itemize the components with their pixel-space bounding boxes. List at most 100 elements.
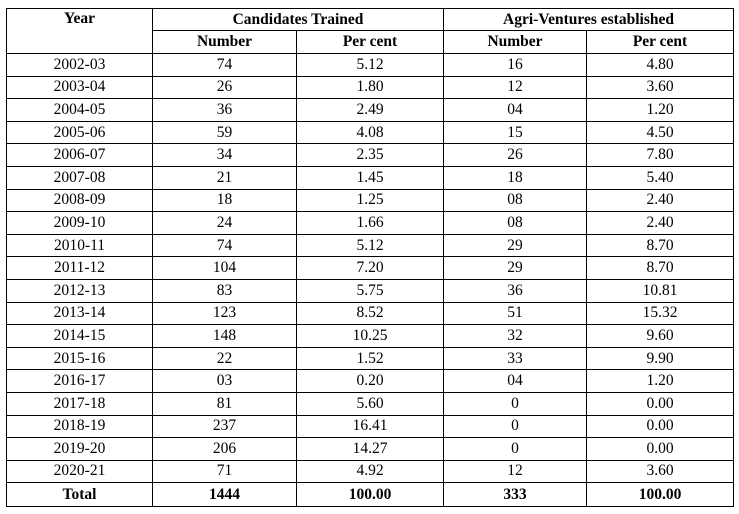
table-row: 2012-13 83 5.75 36 10.81	[6, 278, 735, 303]
year-cell: 2004-05	[6, 98, 153, 122]
year-cell: 2006-07	[6, 143, 153, 167]
year-header: Year	[6, 8, 153, 54]
table-row: 2002-03 74 5.12 16 4.80	[6, 53, 735, 77]
ct-number-cell: 83	[152, 278, 297, 303]
av-number-cell: 04	[443, 369, 587, 393]
table-row: 2007-08 21 1.45 18 5.40	[6, 165, 735, 190]
ct-percent-cell: 7.20	[296, 256, 444, 280]
table-row: 2019-20 206 14.27 0 0.00	[6, 437, 735, 461]
table-footer: Total 1444 100.00 333 100.00	[6, 482, 735, 508]
ct-percent-cell: 0.20	[296, 369, 444, 393]
table-row: 2015-16 22 1.52 33 9.90	[6, 346, 735, 371]
total-label: Total	[6, 482, 153, 508]
ct-percent-cell: 1.66	[296, 211, 444, 235]
year-cell: 2003-04	[6, 75, 153, 100]
year-cell: 2002-03	[6, 53, 153, 77]
ct-number-cell: 74	[152, 53, 297, 77]
ct-percent-cell: 10.25	[296, 324, 444, 348]
av-number-header: Number	[443, 30, 587, 54]
ct-number-cell: 03	[152, 369, 297, 393]
year-cell: 2012-13	[6, 278, 153, 303]
av-number-cell: 18	[443, 165, 587, 190]
year-cell: 2016-17	[6, 369, 153, 393]
year-cell: 2020-21	[6, 459, 153, 484]
av-percent-cell: 15.32	[585, 301, 735, 326]
total-av-number: 333	[443, 482, 587, 508]
ct-number-header: Number	[152, 30, 297, 54]
ct-number-cell: 123	[152, 301, 297, 326]
header-row-sub: Number Per cent Number Per cent	[7, 30, 735, 54]
ct-percent-cell: 1.80	[296, 75, 444, 100]
av-number-cell: 33	[443, 346, 587, 371]
table-row: 2018-19 237 16.41 0 0.00	[6, 414, 735, 439]
agri-clinics-table: Year Candidates Trained Agri-Ventures es…	[6, 8, 735, 508]
av-percent-cell: 10.81	[585, 278, 735, 303]
av-percent-cell: 3.60	[585, 75, 735, 100]
av-percent-cell: 3.60	[585, 459, 735, 484]
table-row: 2010-11 74 5.12 29 8.70	[6, 233, 735, 258]
ct-number-cell: 237	[152, 414, 297, 439]
year-cell: 2018-19	[6, 414, 153, 439]
ct-number-cell: 104	[152, 256, 297, 280]
ct-percent-header: Per cent	[296, 30, 444, 54]
year-cell: 2008-09	[6, 188, 153, 213]
ct-number-cell: 36	[152, 98, 297, 122]
table-row: 2013-14 123 8.52 51 15.32	[6, 301, 735, 326]
ct-percent-cell: 8.52	[296, 301, 444, 326]
table-body: 2002-03 74 5.12 16 4.80 2003-04 26 1.80 12 3.60 20…	[6, 53, 735, 484]
av-number-cell: 12	[443, 75, 587, 100]
year-cell: 2013-14	[6, 301, 153, 326]
data-table-container: Year Candidates Trained Agri-Ventures es…	[6, 8, 735, 508]
av-percent-cell: 8.70	[585, 256, 735, 280]
av-number-cell: 29	[443, 233, 587, 258]
av-number-cell: 29	[443, 256, 587, 280]
table-row: 2008-09 18 1.25 08 2.40	[6, 188, 735, 213]
table-row: 2003-04 26 1.80 12 3.60	[6, 75, 735, 100]
table-row: 2004-05 36 2.49 04 1.20	[6, 98, 735, 122]
table-row: 2016-17 03 0.20 04 1.20	[6, 369, 735, 393]
ct-percent-cell: 5.60	[296, 391, 444, 416]
ct-percent-cell: 5.12	[296, 233, 444, 258]
av-percent-cell: 0.00	[585, 437, 735, 461]
av-percent-cell: 5.40	[585, 165, 735, 190]
ct-number-cell: 148	[152, 324, 297, 348]
av-number-cell: 08	[443, 188, 587, 213]
year-cell: 2019-20	[6, 437, 153, 461]
year-cell: 2017-18	[6, 391, 153, 416]
av-percent-cell: 9.90	[585, 346, 735, 371]
ct-number-cell: 24	[152, 211, 297, 235]
av-percent-cell: 1.20	[585, 98, 735, 122]
year-cell: 2014-15	[6, 324, 153, 348]
ct-number-cell: 81	[152, 391, 297, 416]
ct-percent-cell: 1.25	[296, 188, 444, 213]
av-number-cell: 0	[443, 391, 587, 416]
ct-number-cell: 34	[152, 143, 297, 167]
year-cell: 2015-16	[6, 346, 153, 371]
agri-ventures-header: Agri-Ventures established	[442, 8, 735, 31]
av-percent-cell: 4.50	[585, 120, 735, 145]
av-percent-cell: 2.40	[585, 188, 735, 213]
av-percent-cell: 8.70	[585, 233, 735, 258]
table-row: 2011-12 104 7.20 29 8.70	[6, 256, 735, 280]
table-row: 2014-15 148 10.25 32 9.60	[6, 324, 735, 348]
ct-percent-cell: 2.35	[296, 143, 444, 167]
header-row-top: Year Candidates Trained Agri-Ventures es…	[6, 8, 735, 54]
av-number-cell: 0	[443, 414, 587, 439]
ct-percent-cell: 1.45	[296, 165, 444, 190]
ct-percent-cell: 14.27	[296, 437, 444, 461]
av-number-cell: 16	[443, 53, 587, 77]
ct-number-cell: 21	[152, 165, 297, 190]
table-row: 2020-21 71 4.92 12 3.60	[6, 459, 735, 484]
av-percent-cell: 2.40	[585, 211, 735, 235]
total-ct-percent: 100.00	[296, 482, 444, 508]
av-number-cell: 0	[443, 437, 587, 461]
table-row: 2017-18 81 5.60 0 0.00	[6, 391, 735, 416]
av-number-cell: 08	[443, 211, 587, 235]
year-cell: 2009-10	[6, 211, 153, 235]
av-number-cell: 04	[443, 98, 587, 122]
table-row: 2009-10 24 1.66 08 2.40	[6, 211, 735, 235]
total-row: Total 1444 100.00 333 100.00	[6, 482, 735, 508]
av-percent-cell: 9.60	[585, 324, 735, 348]
total-ct-number: 1444	[152, 482, 297, 508]
ct-number-cell: 74	[152, 233, 297, 258]
